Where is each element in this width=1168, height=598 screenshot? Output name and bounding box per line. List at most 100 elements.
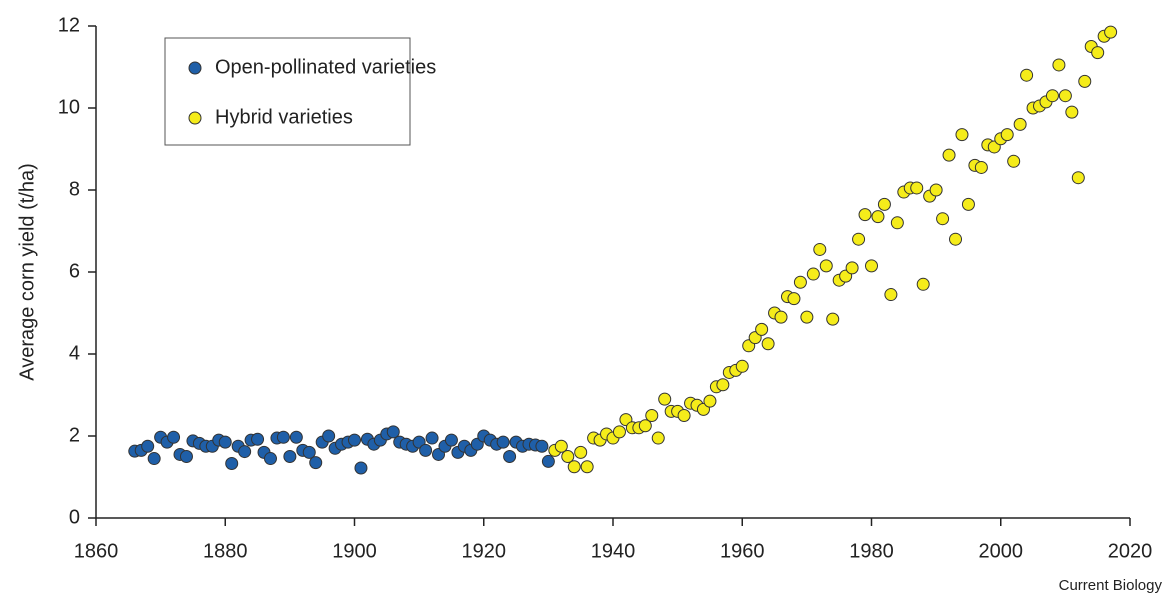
point (1091, 46, 1105, 60)
source: Current Biology (1059, 577, 1163, 594)
point (826, 312, 840, 326)
point (425, 431, 439, 445)
point (263, 452, 277, 466)
point (309, 456, 323, 470)
point (877, 197, 891, 211)
point (322, 429, 336, 443)
y-axis-label: Average corn yield (t/ha) (16, 163, 38, 381)
point (955, 128, 969, 142)
point (761, 337, 775, 351)
y-tick-label: 8 (69, 178, 80, 200)
legend-label: Open-pollinated varieties (215, 56, 436, 78)
point (283, 450, 297, 463)
point (541, 454, 555, 468)
x-tick-label: 2000 (979, 540, 1024, 562)
y-tick-label: 12 (58, 14, 80, 36)
point (1000, 128, 1014, 142)
point (167, 430, 181, 444)
y-tick-label: 2 (69, 424, 80, 446)
point (1065, 105, 1079, 119)
point (806, 267, 820, 281)
point (819, 259, 833, 273)
y-tick-label: 0 (69, 506, 80, 528)
point (147, 452, 161, 466)
point (871, 210, 885, 224)
point (774, 310, 788, 324)
x-tick-label: 1960 (720, 540, 765, 562)
point (884, 288, 898, 302)
point (755, 322, 769, 336)
point (949, 232, 963, 246)
point (1058, 89, 1072, 103)
point (929, 183, 943, 197)
x-tick-label: 1880 (203, 540, 248, 562)
point (658, 392, 672, 406)
legend-marker (188, 61, 202, 75)
point (1052, 58, 1066, 72)
point (716, 378, 730, 392)
legend-label: Hybrid varieties (215, 106, 353, 128)
point (386, 425, 400, 439)
point (961, 197, 975, 211)
point (567, 460, 581, 474)
point (554, 439, 568, 453)
point (703, 394, 717, 408)
point (496, 435, 510, 449)
point (354, 461, 368, 475)
point (1045, 89, 1059, 103)
legend-marker (188, 111, 202, 125)
point (276, 430, 290, 444)
point (865, 259, 878, 273)
point (936, 212, 950, 226)
point (910, 181, 924, 195)
point (787, 292, 801, 306)
point (218, 435, 232, 449)
point (638, 419, 652, 433)
point (348, 433, 361, 447)
point (580, 460, 594, 474)
point (289, 430, 303, 444)
point (503, 450, 517, 463)
point (419, 443, 433, 457)
point (535, 439, 549, 453)
x-tick-label: 2020 (1108, 540, 1153, 562)
point (612, 425, 626, 439)
point (302, 445, 316, 459)
point (800, 310, 814, 324)
point (251, 432, 265, 446)
point (574, 445, 588, 459)
x-tick-label: 1940 (591, 540, 636, 562)
point (890, 216, 904, 230)
point (141, 439, 155, 453)
point (858, 208, 872, 222)
point (852, 232, 866, 246)
point (645, 409, 659, 422)
point (793, 275, 807, 289)
point (444, 433, 458, 447)
point (1020, 68, 1034, 82)
point (916, 277, 930, 291)
x-tick-label: 1920 (462, 540, 507, 562)
point (651, 431, 665, 445)
point (1104, 25, 1118, 39)
point (813, 242, 827, 256)
point (238, 445, 252, 459)
y-tick-label: 6 (69, 260, 80, 282)
y-tick-label: 4 (69, 342, 80, 364)
point (845, 261, 859, 275)
point (561, 450, 575, 463)
point (1007, 154, 1021, 168)
x-tick-label: 1860 (74, 540, 119, 562)
y-tick-label: 10 (58, 96, 80, 118)
point (677, 409, 691, 422)
legend-box (164, 37, 411, 146)
x-tick-label: 1980 (849, 540, 894, 562)
point (1013, 117, 1027, 131)
point (942, 148, 956, 162)
x-tick-label: 1900 (332, 540, 377, 562)
point (1071, 171, 1085, 185)
point (225, 456, 239, 470)
point (974, 160, 988, 174)
point (179, 450, 193, 463)
